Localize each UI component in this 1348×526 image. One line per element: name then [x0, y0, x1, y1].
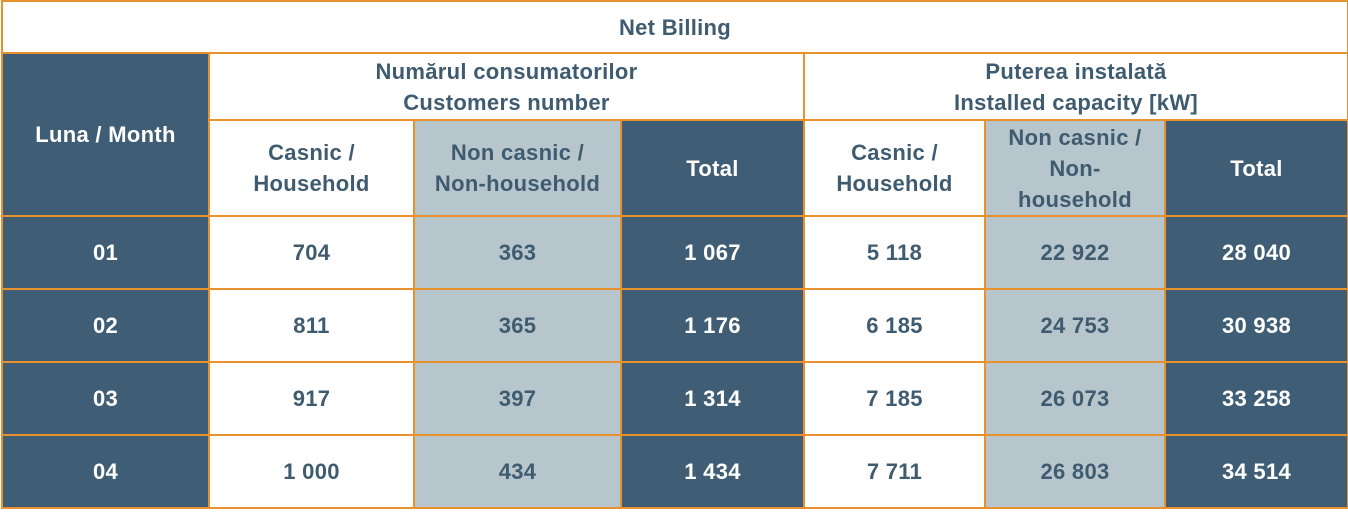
capacity-non-household-cell: 24 753 — [984, 288, 1166, 363]
customers-non-household-cell: 434 — [413, 434, 622, 509]
customers-non-household-cell: 397 — [413, 361, 622, 436]
customers-total-cell: 1 176 — [620, 288, 805, 363]
table-row: 01 704 363 1 067 5 118 22 922 28 040 — [1, 215, 1348, 290]
capacity-total-cell: 30 938 — [1164, 288, 1348, 363]
capacity-household-cell: 6 185 — [803, 288, 986, 363]
header-line: Household — [253, 171, 370, 196]
capacity-total-cell: 33 258 — [1164, 361, 1348, 436]
customers-total-cell: 1 314 — [620, 361, 805, 436]
month-cell: 01 — [1, 215, 210, 290]
header-line: Household — [836, 171, 953, 196]
capacity-household-cell: 7 185 — [803, 361, 986, 436]
net-billing-table: Net Billing Luna / Month Numărul consuma… — [1, 0, 1348, 509]
customers-total-header: Total — [620, 119, 805, 217]
header-line: Non casnic / — [450, 140, 585, 165]
customers-total-cell: 1 434 — [620, 434, 805, 509]
capacity-household-cell: 5 118 — [803, 215, 986, 290]
capacity-non-household-cell: 26 803 — [984, 434, 1166, 509]
customers-household-header: Casnic / Household — [208, 119, 415, 217]
capacity-group-header-ro: Puterea instalată — [985, 58, 1167, 84]
capacity-total-cell: 34 514 — [1164, 434, 1348, 509]
table-row: 02 811 365 1 176 6 185 24 753 30 938 — [1, 288, 1348, 363]
capacity-total-header: Total — [1164, 119, 1348, 217]
month-cell: 03 — [1, 361, 210, 436]
customers-household-cell: 1 000 — [208, 434, 415, 509]
customers-group-header-ro: Numărul consumatorilor — [375, 58, 638, 84]
capacity-non-household-cell: 22 922 — [984, 215, 1166, 290]
customers-non-household-header: Non casnic / Non-household — [413, 119, 622, 217]
header-line: Non- — [1049, 155, 1101, 181]
header-line: Casnic / — [268, 140, 355, 165]
capacity-household-cell: 7 711 — [803, 434, 986, 509]
header-line: Non-household — [434, 171, 601, 196]
customers-non-household-cell: 363 — [413, 215, 622, 290]
customers-household-cell: 704 — [208, 215, 415, 290]
customers-household-cell: 811 — [208, 288, 415, 363]
capacity-household-header: Casnic / Household — [803, 119, 986, 217]
capacity-total-cell: 28 040 — [1164, 215, 1348, 290]
customers-group-header: Numărul consumatorilor Customers number — [208, 52, 805, 121]
month-cell: 02 — [1, 288, 210, 363]
customers-non-household-cell: 365 — [413, 288, 622, 363]
month-cell: 04 — [1, 434, 210, 509]
month-column-header: Luna / Month — [1, 52, 210, 217]
capacity-non-household-cell: 26 073 — [984, 361, 1166, 436]
header-line: household — [1018, 186, 1132, 212]
capacity-non-household-header: Non casnic / Non- household — [984, 119, 1166, 217]
capacity-group-header-en: Installed capacity [kW] — [953, 89, 1199, 115]
header-line: Non casnic / — [1008, 124, 1142, 150]
table-title: Net Billing — [1, 0, 1348, 54]
customers-group-header-en: Customers number — [403, 89, 610, 115]
capacity-group-header: Puterea instalată Installed capacity [kW… — [803, 52, 1348, 121]
customers-household-cell: 917 — [208, 361, 415, 436]
table-row: 03 917 397 1 314 7 185 26 073 33 258 — [1, 361, 1348, 436]
customers-total-cell: 1 067 — [620, 215, 805, 290]
header-line: Casnic / — [851, 140, 938, 165]
table-row: 04 1 000 434 1 434 7 711 26 803 34 514 — [1, 434, 1348, 509]
